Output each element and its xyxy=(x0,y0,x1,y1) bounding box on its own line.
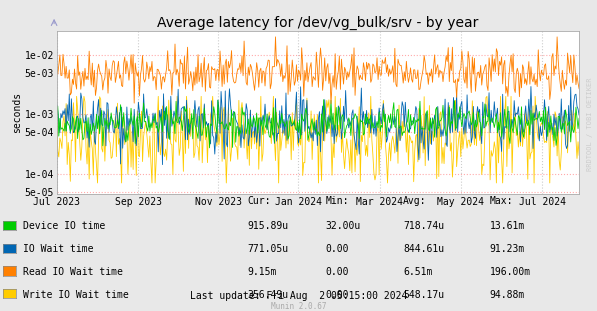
Text: 9.15m: 9.15m xyxy=(248,267,277,277)
Text: 196.00m: 196.00m xyxy=(490,267,531,277)
Text: 915.89u: 915.89u xyxy=(248,221,289,231)
Text: Last update: Fri Aug  2 05:15:00 2024: Last update: Fri Aug 2 05:15:00 2024 xyxy=(190,290,407,300)
Text: Cur:: Cur: xyxy=(248,196,271,206)
Text: 718.74u: 718.74u xyxy=(403,221,444,231)
Text: 0.00: 0.00 xyxy=(325,290,349,299)
Text: RRDTOOL / TOBI OETIKER: RRDTOOL / TOBI OETIKER xyxy=(587,78,593,171)
Text: 94.88m: 94.88m xyxy=(490,290,525,299)
Text: 0.00: 0.00 xyxy=(325,267,349,277)
Text: 771.05u: 771.05u xyxy=(248,244,289,254)
Text: Max:: Max: xyxy=(490,196,513,206)
Y-axis label: seconds: seconds xyxy=(12,92,21,133)
Text: 32.00u: 32.00u xyxy=(325,221,361,231)
Text: Min:: Min: xyxy=(325,196,349,206)
Text: Avg:: Avg: xyxy=(403,196,426,206)
Text: Device IO time: Device IO time xyxy=(23,221,105,231)
Text: Read IO Wait time: Read IO Wait time xyxy=(23,267,122,277)
Text: Munin 2.0.67: Munin 2.0.67 xyxy=(271,301,326,310)
Text: IO Wait time: IO Wait time xyxy=(23,244,93,254)
Text: 548.17u: 548.17u xyxy=(403,290,444,299)
Text: 6.51m: 6.51m xyxy=(403,267,432,277)
Title: Average latency for /dev/vg_bulk/srv - by year: Average latency for /dev/vg_bulk/srv - b… xyxy=(157,16,479,30)
Text: 91.23m: 91.23m xyxy=(490,244,525,254)
Text: 0.00: 0.00 xyxy=(325,244,349,254)
Text: 13.61m: 13.61m xyxy=(490,221,525,231)
Text: Write IO Wait time: Write IO Wait time xyxy=(23,290,128,299)
Text: 356.49u: 356.49u xyxy=(248,290,289,299)
Text: 844.61u: 844.61u xyxy=(403,244,444,254)
